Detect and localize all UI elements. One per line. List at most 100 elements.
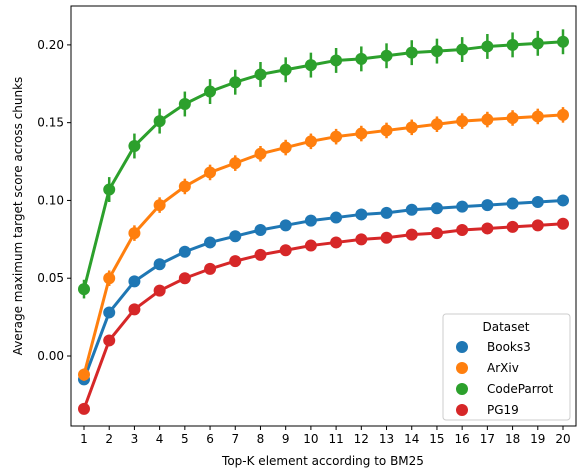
data-point-codeparrot bbox=[430, 45, 443, 58]
data-point-pg19 bbox=[456, 224, 469, 236]
legend-title: Dataset bbox=[483, 320, 530, 334]
data-point-books3 bbox=[430, 202, 443, 215]
x-axis: 1 2 3 4 5 6 7 8 9 10 11 12 13 14 15 16 17 18 19 20 bbox=[80, 426, 571, 446]
series-arxiv bbox=[78, 107, 569, 381]
data-point-pg19 bbox=[355, 233, 368, 246]
data-point-pg19 bbox=[128, 303, 141, 316]
data-point-pg19 bbox=[204, 262, 217, 275]
data-point-arxiv bbox=[456, 115, 469, 128]
data-point-codeparrot bbox=[128, 140, 141, 152]
data-point-books3 bbox=[557, 194, 569, 207]
data-point-pg19 bbox=[531, 219, 544, 232]
data-point-codeparrot bbox=[153, 115, 166, 128]
data-point-codeparrot bbox=[204, 85, 217, 98]
x-tick-label: 4 bbox=[156, 432, 164, 446]
y-tick-label: 0.15 bbox=[37, 116, 64, 130]
legend-entries: Books3 ArXiv CodeParrot PG19 bbox=[456, 340, 554, 417]
data-point-codeparrot bbox=[506, 38, 519, 51]
data-point-arxiv bbox=[229, 157, 242, 170]
series-line-codeparrot bbox=[82, 40, 565, 291]
legend-marker-codeparrot bbox=[456, 383, 468, 395]
data-point-arxiv bbox=[304, 135, 317, 148]
data-point-books3 bbox=[355, 208, 368, 221]
legend-marker-pg19 bbox=[456, 404, 468, 416]
data-point-codeparrot bbox=[355, 52, 368, 65]
data-point-arxiv bbox=[531, 110, 544, 123]
data-point-codeparrot bbox=[254, 68, 267, 81]
x-tick-label: 12 bbox=[354, 432, 369, 446]
data-point-codeparrot bbox=[405, 46, 418, 59]
data-point-arxiv bbox=[78, 368, 90, 381]
x-tick-label: 17 bbox=[480, 432, 495, 446]
data-point-arxiv bbox=[204, 166, 217, 179]
data-point-codeparrot bbox=[229, 76, 242, 89]
data-point-codeparrot bbox=[456, 43, 469, 56]
data-point-arxiv bbox=[557, 108, 569, 121]
data-point-pg19 bbox=[330, 236, 343, 249]
x-tick-label: 8 bbox=[257, 432, 265, 446]
x-tick-label: 7 bbox=[231, 432, 239, 446]
data-point-codeparrot bbox=[481, 40, 494, 53]
data-point-pg19 bbox=[78, 402, 90, 415]
series-books3 bbox=[78, 194, 569, 386]
data-point-arxiv bbox=[178, 180, 191, 193]
x-tick-label: 14 bbox=[404, 432, 419, 446]
data-point-arxiv bbox=[330, 130, 343, 143]
data-point-arxiv bbox=[153, 199, 166, 212]
plot-frame bbox=[70, 5, 577, 427]
data-point-books3 bbox=[456, 200, 469, 213]
data-point-codeparrot bbox=[279, 63, 292, 76]
data-point-books3 bbox=[254, 224, 267, 236]
x-tick-label: 20 bbox=[555, 432, 570, 446]
data-point-pg19 bbox=[304, 239, 317, 252]
data-point-arxiv bbox=[355, 127, 368, 140]
data-point-books3 bbox=[178, 245, 191, 258]
legend-label-pg19: PG19 bbox=[487, 403, 519, 417]
data-point-books3 bbox=[153, 258, 166, 271]
x-tick-label: 1 bbox=[80, 432, 88, 446]
x-axis-label: Top-K element according to BM25 bbox=[221, 454, 424, 468]
data-point-codeparrot bbox=[178, 98, 191, 110]
data-point-pg19 bbox=[254, 248, 267, 261]
x-tick-label: 13 bbox=[379, 432, 394, 446]
data-point-books3 bbox=[279, 219, 292, 232]
data-point-codeparrot bbox=[103, 183, 116, 196]
data-point-books3 bbox=[405, 203, 418, 216]
data-point-codeparrot bbox=[531, 37, 544, 50]
data-point-pg19 bbox=[229, 255, 242, 268]
data-point-books3 bbox=[103, 306, 116, 319]
data-point-pg19 bbox=[103, 334, 116, 347]
plot-content bbox=[78, 29, 569, 415]
series-codeparrot bbox=[78, 29, 569, 299]
data-point-books3 bbox=[304, 214, 317, 227]
data-point-pg19 bbox=[279, 244, 292, 257]
data-point-books3 bbox=[204, 236, 217, 249]
data-point-pg19 bbox=[481, 222, 494, 235]
x-tick-label: 6 bbox=[206, 432, 214, 446]
data-point-arxiv bbox=[279, 141, 292, 154]
data-point-pg19 bbox=[430, 227, 443, 240]
x-tick-label: 3 bbox=[131, 432, 139, 446]
data-point-arxiv bbox=[405, 121, 418, 134]
y-tick-label: 0.05 bbox=[37, 271, 64, 285]
legend-label-codeparrot: CodeParrot bbox=[487, 382, 554, 396]
x-tick-label: 2 bbox=[105, 432, 113, 446]
data-point-codeparrot bbox=[304, 59, 317, 72]
x-tick-label: 15 bbox=[429, 432, 444, 446]
data-point-books3 bbox=[128, 275, 141, 288]
data-point-codeparrot bbox=[78, 283, 90, 296]
y-tick-label: 0.00 bbox=[37, 349, 64, 363]
data-point-pg19 bbox=[506, 220, 519, 233]
legend-label-arxiv: ArXiv bbox=[487, 361, 519, 375]
series-pg19 bbox=[78, 217, 569, 415]
data-point-pg19 bbox=[405, 228, 418, 241]
data-point-books3 bbox=[481, 199, 494, 212]
x-tick-label: 9 bbox=[282, 432, 290, 446]
x-tick-label: 18 bbox=[505, 432, 520, 446]
data-point-arxiv bbox=[481, 113, 494, 126]
data-point-pg19 bbox=[178, 272, 191, 285]
x-tick-label: 5 bbox=[181, 432, 189, 446]
y-tick-label: 0.20 bbox=[37, 38, 64, 52]
x-tick-label: 19 bbox=[530, 432, 545, 446]
